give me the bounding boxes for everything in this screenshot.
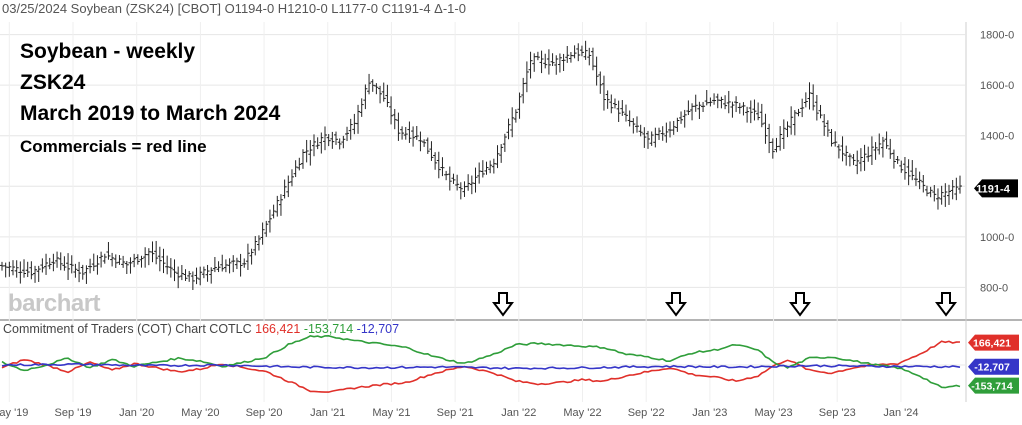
time-tick-label: Sep '22 xyxy=(628,407,665,419)
cot-commercials-value: 166,421 xyxy=(255,322,301,336)
price-tick-label: 1600-0 xyxy=(980,80,1014,92)
annotation-title: Soybean - weekly xyxy=(20,40,196,63)
cot-value-label: -12,707 xyxy=(974,362,1010,374)
barchart-logo: barchart xyxy=(8,290,101,317)
cot-value-tag xyxy=(968,377,1019,394)
price-tick-label: 1800-0 xyxy=(980,30,1014,42)
cot-small-spec-value: -12,707 xyxy=(356,322,400,336)
time-tick-label: Sep '23 xyxy=(819,407,856,419)
annotation-symbol: ZSK24 xyxy=(20,71,86,94)
cot-panel-title: Commitment of Traders (COT) Chart COTLC … xyxy=(3,322,399,336)
time-tick-label: May '19 xyxy=(0,407,28,419)
time-tick-label: Sep '19 xyxy=(55,407,92,419)
cot-title-text: Commitment of Traders (COT) Chart COTLC xyxy=(3,322,252,336)
time-tick-label: Sep '20 xyxy=(246,407,283,419)
time-tick-label: Jan '22 xyxy=(501,407,536,419)
down-arrow-icon xyxy=(789,292,811,317)
quote-header: 03/25/2024 Soybean (ZSK24) [CBOT] O1194-… xyxy=(2,1,466,16)
time-tick-label: Sep '21 xyxy=(437,407,474,419)
time-tick-label: Jan '20 xyxy=(119,407,154,419)
last-price-label: 1191-4 xyxy=(976,183,1011,195)
cot-series-line xyxy=(1,334,961,389)
cot-value-tag xyxy=(968,334,1019,351)
last-price-tag xyxy=(974,179,1018,198)
annotation-commercials-note: Commercials = red line xyxy=(20,137,207,156)
price-tick-label: 1000-0 xyxy=(980,232,1014,244)
time-tick-label: May '21 xyxy=(372,407,410,419)
down-arrow-icon xyxy=(492,292,514,317)
cot-large-spec-value: -153,714 xyxy=(303,322,354,336)
cot-value-label: -153,714 xyxy=(971,381,1013,393)
time-tick-label: Jan '23 xyxy=(692,407,727,419)
cot-value-tag xyxy=(968,358,1019,375)
down-arrow-icon xyxy=(935,292,957,317)
cot-value-label: 166,421 xyxy=(973,338,1011,350)
time-tick-label: Jan '24 xyxy=(883,407,918,419)
price-tick-label: 800-0 xyxy=(980,282,1008,294)
down-arrow-icon xyxy=(665,292,687,317)
time-tick-label: May '20 xyxy=(181,407,219,419)
time-tick-label: May '22 xyxy=(563,407,601,419)
price-tick-label: 1400-0 xyxy=(980,131,1014,143)
time-tick-label: Jan '21 xyxy=(310,407,345,419)
cot-series-line xyxy=(1,362,961,370)
annotation-date-range: March 2019 to March 2024 xyxy=(20,102,281,125)
time-tick-label: May '23 xyxy=(754,407,792,419)
